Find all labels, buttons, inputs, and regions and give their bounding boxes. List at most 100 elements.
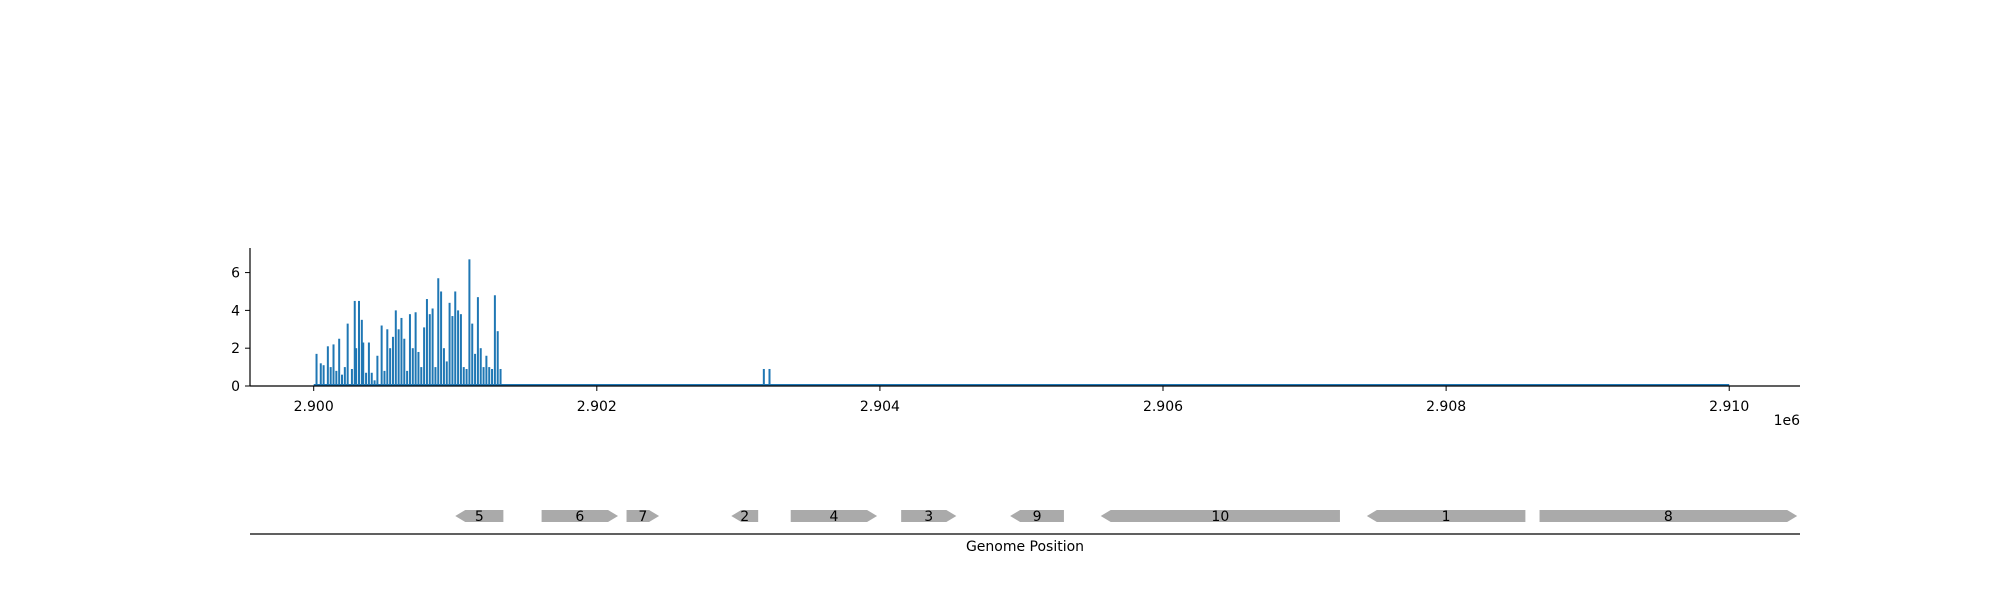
coverage-bar-group — [313, 259, 1730, 386]
coverage-bar — [411, 348, 414, 386]
x-tick-label: 2.904 — [860, 399, 900, 415]
coverage-bar — [370, 372, 373, 386]
coverage-bar — [428, 314, 431, 386]
coverage-bar — [423, 327, 426, 386]
gene-arrow — [1366, 510, 1526, 522]
coverage-bar — [335, 370, 338, 386]
coverage-bar — [496, 331, 499, 386]
coverage-bar — [454, 291, 457, 386]
coverage-bar — [383, 370, 386, 386]
coverage-bar — [319, 363, 322, 386]
coverage-bar — [343, 367, 346, 386]
coverage-bar — [493, 295, 496, 386]
gene-label: 9 — [1033, 509, 1042, 525]
y-tick-label: 2 — [231, 341, 240, 357]
coverage-bar — [400, 317, 403, 386]
coverage-bar — [326, 346, 329, 386]
coverage-bar — [414, 312, 417, 386]
coverage-bar — [380, 325, 383, 386]
gene-arrow — [626, 510, 660, 522]
coverage-bar — [485, 355, 488, 386]
coverage-bar — [322, 365, 325, 386]
y-tick-label: 4 — [231, 303, 240, 319]
gene-arrow — [790, 510, 878, 522]
coverage-bar — [442, 348, 445, 386]
gene-arrow — [1100, 510, 1340, 522]
gene-arrow — [1010, 510, 1064, 522]
coverage-bar — [403, 338, 406, 386]
gene-arrow — [455, 510, 504, 522]
coverage-bar — [462, 367, 465, 386]
coverage-bar — [365, 372, 368, 386]
gene-label: 7 — [638, 509, 647, 525]
coverage-bar — [768, 368, 771, 386]
gene-label: 6 — [575, 509, 584, 525]
coverage-bar — [341, 374, 344, 386]
coverage-bar — [355, 348, 358, 386]
x-offset-label: 1e6 — [1774, 413, 1801, 429]
coverage-bar — [389, 348, 392, 386]
gene-track-x-axis-title: Genome Position — [966, 539, 1084, 555]
coverage-bar — [329, 367, 332, 386]
coverage-bar — [451, 316, 454, 386]
coverage-bar — [434, 367, 437, 386]
coverage-bar — [360, 319, 363, 386]
coverage-bar — [482, 367, 485, 386]
coverage-bar — [346, 323, 349, 386]
coverage-bar — [425, 299, 428, 386]
coverage-bar — [386, 329, 389, 386]
y-tick-label: 6 — [231, 266, 240, 282]
coverage-bar — [367, 342, 370, 386]
x-tick-label: 2.906 — [1143, 399, 1183, 415]
coverage-bar — [448, 302, 451, 386]
gene-track-group: 5 6 7 2 4 3 9 10 1 8 — [455, 509, 1798, 525]
coverage-bar — [420, 367, 423, 386]
coverage-bar — [488, 367, 491, 386]
coverage-bar — [468, 259, 471, 386]
coverage-bar — [499, 368, 502, 386]
gene-label: 2 — [740, 509, 749, 525]
gene-label: 4 — [829, 509, 838, 525]
gene-arrow — [541, 510, 619, 522]
coverage-bar — [397, 329, 400, 386]
coverage-bar — [437, 278, 440, 386]
coverage-bar — [440, 291, 443, 386]
coverage-bar — [445, 361, 448, 386]
coverage-bar — [457, 310, 460, 386]
gene-label: 8 — [1664, 509, 1673, 525]
x-tick-label: 2.902 — [577, 399, 617, 415]
x-tick-label: 2.910 — [1709, 399, 1749, 415]
coverage-bar — [474, 353, 477, 386]
gene-arrow — [901, 510, 957, 522]
coverage-bar — [408, 314, 411, 386]
coverage-bar — [350, 368, 353, 386]
coverage-bar — [762, 368, 765, 386]
coverage-bar — [465, 368, 468, 386]
y-tick-label: 0 — [231, 379, 240, 395]
gene-label: 3 — [924, 509, 933, 525]
coverage-bar — [376, 355, 379, 386]
x-tick-label: 2.900 — [294, 399, 334, 415]
coverage-tick-group: 0 2 4 6 2.900 2.902 2.904 2.906 2.908 2.910 — [231, 266, 1749, 415]
coverage-bar — [406, 370, 409, 386]
coverage-bar — [332, 344, 335, 386]
coverage-bar — [338, 338, 341, 386]
coverage-bar — [471, 323, 474, 386]
gene-label: 1 — [1442, 509, 1451, 525]
coverage-axes-group — [249, 248, 1800, 387]
gene-arrow — [1539, 510, 1798, 522]
coverage-bar — [476, 297, 479, 386]
coverage-bar — [479, 348, 482, 386]
x-tick-label: 2.908 — [1426, 399, 1466, 415]
coverage-bar — [394, 310, 397, 386]
coverage-bar — [353, 300, 356, 386]
gene-label: 5 — [475, 509, 484, 525]
coverage-bar — [417, 351, 420, 386]
gene-label: 10 — [1211, 509, 1229, 525]
coverage-bar — [362, 342, 365, 386]
coverage-bar — [459, 314, 462, 386]
coverage-bar — [373, 380, 376, 386]
coverage-bar — [357, 300, 360, 386]
coverage-bar — [431, 308, 434, 386]
